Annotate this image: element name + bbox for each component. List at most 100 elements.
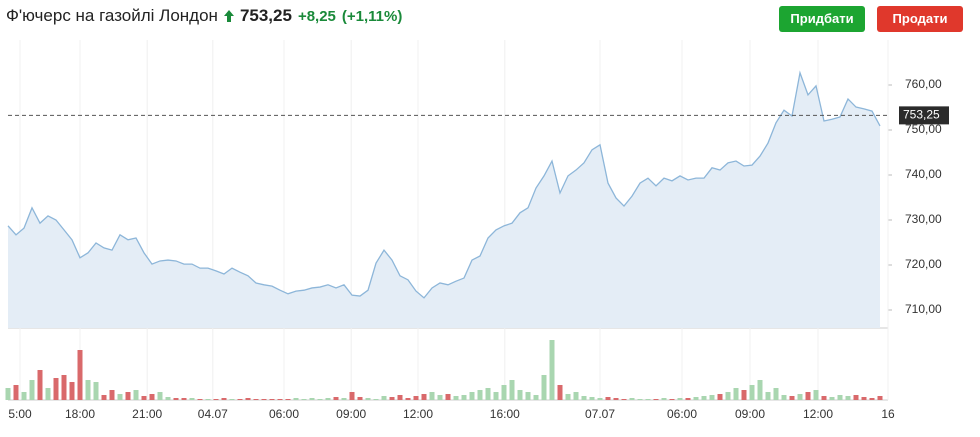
volume-bar xyxy=(709,395,715,400)
up-arrow xyxy=(223,10,234,22)
volume-bar xyxy=(37,370,43,400)
volume-bar xyxy=(61,375,67,400)
volume-bar xyxy=(821,396,827,400)
volume-bar xyxy=(677,398,683,400)
volume-bar xyxy=(597,398,603,400)
volume-bar xyxy=(525,392,531,400)
volume-bar xyxy=(205,399,211,400)
volume-bar xyxy=(557,385,563,400)
volume-bar xyxy=(93,382,99,400)
x-tick-label: 09:00 xyxy=(735,407,765,421)
volume-bar xyxy=(69,382,75,400)
volume-bar xyxy=(613,398,619,400)
volume-bar xyxy=(197,399,203,400)
y-tick-label: 720,00 xyxy=(905,257,942,271)
volume-bar xyxy=(653,399,659,400)
volume-bar xyxy=(877,396,883,400)
volume-bar xyxy=(861,397,867,400)
volume-bar xyxy=(285,399,291,400)
volume-bar xyxy=(581,396,587,400)
volume-bar xyxy=(509,380,515,400)
volume-bar xyxy=(293,398,299,400)
volume-bar xyxy=(221,398,227,400)
change: +8,25 xyxy=(297,7,336,25)
volume-bar xyxy=(157,392,163,400)
volume-bar xyxy=(173,398,179,400)
x-tick-label: 09:00 xyxy=(336,407,366,421)
volume-bar xyxy=(645,399,651,400)
volume-bar xyxy=(141,396,147,400)
x-tick-label: 12:00 xyxy=(403,407,433,421)
volume-bar xyxy=(133,390,139,400)
volume-bar xyxy=(357,397,363,400)
volume-bar xyxy=(397,395,403,400)
x-tick-label: 04.07 xyxy=(198,407,228,421)
volume-bar xyxy=(21,392,27,400)
sell-button[interactable]: Продати xyxy=(877,6,963,32)
volume-bar xyxy=(261,399,267,400)
volume-bar xyxy=(229,399,235,400)
volume-bar xyxy=(109,390,115,400)
volume-bar xyxy=(45,388,51,400)
x-tick-label: 12:00 xyxy=(803,407,833,421)
volume-bar xyxy=(765,392,771,400)
last-price-box xyxy=(899,106,949,125)
volume-bar xyxy=(269,399,275,400)
x-tick-label: 16:00 xyxy=(490,407,520,421)
y-tick-label: 710,00 xyxy=(905,302,942,316)
price: 753,25 xyxy=(239,6,292,25)
buy-button[interactable]: Придбати xyxy=(779,6,865,32)
y-tick-label: 730,00 xyxy=(905,212,942,226)
volume-bar xyxy=(253,399,259,400)
volume-bar xyxy=(445,394,451,400)
volume-bar xyxy=(381,396,387,400)
x-tick-label: 16 xyxy=(881,407,895,421)
volume-bar xyxy=(637,399,643,400)
volume-bar xyxy=(853,395,859,400)
volume-bar xyxy=(101,395,107,400)
y-tick-label: 740,00 xyxy=(905,167,942,181)
volume-bar xyxy=(493,392,499,400)
volume-bar xyxy=(245,398,251,400)
volume-bar xyxy=(829,397,835,400)
x-tick-label: 06:00 xyxy=(667,407,697,421)
volume-bar xyxy=(453,396,459,400)
volume-bar xyxy=(29,380,35,400)
volume-bar xyxy=(405,398,411,400)
volume-bar xyxy=(165,397,171,400)
x-tick-label: 18:00 xyxy=(65,407,95,421)
volume-bar xyxy=(325,398,331,400)
volume-bar xyxy=(549,340,555,400)
volume-bar xyxy=(757,380,763,400)
volume-bar xyxy=(365,398,371,400)
volume-bar xyxy=(805,392,811,400)
volume-bar xyxy=(733,388,739,400)
x-tick-label: 5:00 xyxy=(8,407,32,421)
volume-bar xyxy=(429,392,435,400)
volume-bar xyxy=(669,399,675,400)
volume-bar xyxy=(389,397,395,400)
volume-bar xyxy=(485,388,491,400)
volume-bar xyxy=(5,388,11,400)
volume-bar xyxy=(501,385,507,400)
volume-bar xyxy=(845,396,851,400)
volume-bar xyxy=(749,385,755,400)
volume-bar xyxy=(213,399,219,400)
volume-bar xyxy=(77,350,83,400)
volume-bar xyxy=(413,396,419,400)
volume-bar xyxy=(589,397,595,400)
volume-bar xyxy=(693,397,699,400)
volume-bar xyxy=(349,392,355,400)
last-price-label: 753,25 xyxy=(903,108,940,122)
volume-bar xyxy=(125,392,131,400)
volume-bar xyxy=(541,375,547,400)
volume-bar xyxy=(13,385,19,400)
volume-bar xyxy=(237,399,243,400)
y-tick-label: 760,00 xyxy=(905,77,942,91)
volume-bar xyxy=(333,397,339,400)
volume-bar xyxy=(317,399,323,400)
volume-bar xyxy=(85,380,91,400)
volume-bar xyxy=(421,394,427,400)
volume-bar xyxy=(477,390,483,400)
